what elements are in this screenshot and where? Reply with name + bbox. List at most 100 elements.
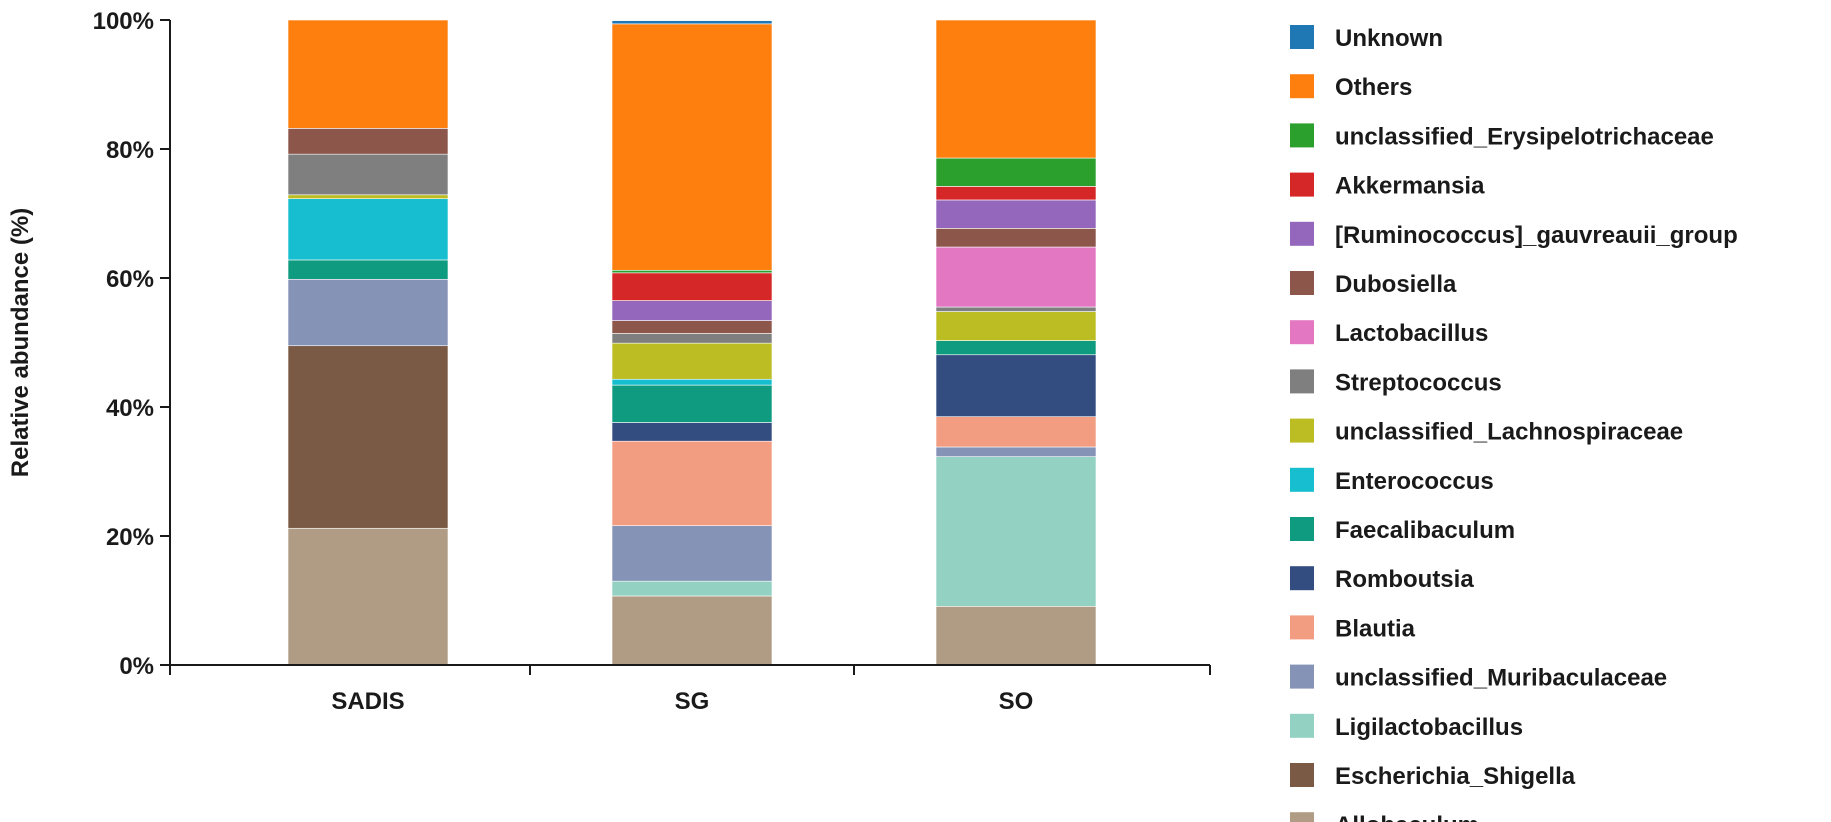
bar-segment bbox=[611, 333, 773, 344]
legend-label: Others bbox=[1335, 74, 1412, 101]
bar-segment bbox=[611, 422, 773, 442]
legend-label: Streptococcus bbox=[1335, 369, 1502, 396]
legend-label: Unknown bbox=[1335, 25, 1443, 52]
bar-segment bbox=[935, 416, 1097, 448]
bar-segment bbox=[935, 228, 1097, 248]
legend-item: unclassified_Muribaculaceae bbox=[1290, 664, 1667, 692]
legend-swatch bbox=[1290, 418, 1314, 443]
legend-item: Enterococcus bbox=[1290, 467, 1494, 495]
legend-item: Escherichia_Shigella bbox=[1290, 763, 1576, 790]
bar-segment bbox=[611, 595, 773, 666]
bar-segment bbox=[287, 19, 449, 129]
legend-label: Blautia bbox=[1335, 615, 1416, 642]
legend-swatch bbox=[1290, 467, 1314, 492]
legend-item: [Ruminococcus]_gauvreauii_group bbox=[1290, 221, 1738, 249]
bar-segment bbox=[611, 440, 773, 526]
legend-item: Others bbox=[1290, 74, 1412, 101]
y-tick-label: 20% bbox=[106, 524, 154, 551]
bar-segment bbox=[935, 199, 1097, 229]
bar-segment bbox=[935, 246, 1097, 308]
legend-swatch bbox=[1290, 25, 1314, 49]
bar-segment bbox=[935, 354, 1097, 417]
y-tick-label: 40% bbox=[106, 395, 154, 422]
legend-item: Lactobacillus bbox=[1290, 320, 1488, 347]
y-axis-title: Relative abundance (%) bbox=[7, 208, 34, 477]
x-axis-ticks: SADIS SG SO bbox=[169, 665, 1211, 715]
legend-label: unclassified_Lachnospiraceae bbox=[1335, 419, 1683, 446]
legend-swatch bbox=[1290, 221, 1314, 246]
bar-segment bbox=[287, 527, 449, 666]
bar-segment bbox=[935, 186, 1097, 201]
bar-segment bbox=[287, 194, 449, 199]
bar-segment bbox=[611, 23, 773, 271]
bar-segment bbox=[611, 269, 773, 274]
legend-item: unclassified_Erysipelotrichaceae bbox=[1290, 123, 1714, 150]
legend-label: unclassified_Erysipelotrichaceae bbox=[1335, 123, 1714, 150]
legend-swatch bbox=[1290, 123, 1314, 148]
legend-item: Unknown bbox=[1290, 25, 1443, 52]
legend-label: Ligilactobacillus bbox=[1335, 714, 1523, 741]
legend-label: Lactobacillus bbox=[1335, 320, 1488, 347]
legend-swatch bbox=[1290, 615, 1314, 640]
y-tick-label: 60% bbox=[106, 266, 154, 293]
legend-label: Romboutsia bbox=[1335, 566, 1474, 593]
legend-swatch bbox=[1290, 320, 1314, 345]
legend-swatch bbox=[1290, 172, 1314, 197]
y-axis-ticks: 0% 20% 40% 60% 80% 100% bbox=[93, 8, 170, 680]
legend-swatch bbox=[1290, 713, 1314, 738]
y-tick-label: 80% bbox=[106, 137, 154, 164]
legend-item: Akkermansia bbox=[1290, 172, 1485, 200]
legend-label: Faecalibaculum bbox=[1335, 517, 1515, 544]
legend-item: unclassified_Lachnospiraceae bbox=[1290, 418, 1683, 446]
bar-segment bbox=[935, 606, 1097, 666]
bar-segment bbox=[935, 340, 1097, 356]
y-tick-label: 100% bbox=[93, 8, 154, 35]
bar-segment bbox=[935, 456, 1097, 607]
legend-label: Akkermansia bbox=[1335, 173, 1485, 200]
bar-segment bbox=[611, 300, 773, 321]
x-tick-label: SG bbox=[675, 688, 710, 715]
x-tick-label: SADIS bbox=[331, 688, 404, 715]
bar-segment bbox=[287, 198, 449, 261]
bar-stack-so bbox=[935, 19, 1097, 666]
legend-swatch bbox=[1290, 812, 1314, 822]
legend-label: Escherichia_Shigella bbox=[1335, 763, 1576, 790]
bar-segment bbox=[611, 342, 773, 380]
bar-segment bbox=[935, 306, 1097, 312]
y-tick-label: 0% bbox=[119, 653, 154, 680]
legend-item: Faecalibaculum bbox=[1290, 517, 1515, 544]
bar-segment bbox=[287, 278, 449, 347]
legend-label: [Ruminococcus]_gauvreauii_group bbox=[1335, 222, 1738, 249]
bar-segment bbox=[611, 525, 773, 582]
bar-segment bbox=[935, 19, 1097, 159]
legend-swatch bbox=[1290, 74, 1314, 99]
legend-item: Romboutsia bbox=[1290, 566, 1474, 593]
axes bbox=[169, 20, 1210, 666]
bar-segment bbox=[935, 311, 1097, 341]
bar-segment bbox=[611, 384, 773, 423]
bar-segment bbox=[287, 128, 449, 155]
legend: Unknown Others unclassified_Erysipelotrich… bbox=[1290, 25, 1738, 822]
legend-swatch bbox=[1290, 517, 1314, 541]
bar-segment bbox=[611, 378, 773, 386]
bar-segment bbox=[611, 580, 773, 597]
bar-segment bbox=[287, 153, 449, 196]
bar-stack-sadis bbox=[287, 19, 449, 666]
legend-swatch bbox=[1290, 664, 1314, 689]
legend-swatch bbox=[1290, 566, 1314, 591]
legend-item: Dubosiella bbox=[1290, 271, 1457, 298]
bar-stack-sg bbox=[611, 20, 773, 666]
bar-segment bbox=[611, 20, 773, 25]
legend-label: unclassified_Muribaculaceae bbox=[1335, 665, 1667, 692]
legend-item: Allobaculum bbox=[1290, 812, 1479, 822]
legend-swatch bbox=[1290, 763, 1314, 787]
bar-stacks bbox=[287, 19, 1097, 666]
legend-label: Allobaculum bbox=[1335, 812, 1479, 822]
bar-segment bbox=[287, 259, 449, 280]
bar-segment bbox=[935, 446, 1097, 457]
bar-segment bbox=[935, 157, 1097, 187]
bar-segment bbox=[611, 320, 773, 334]
legend-item: Blautia bbox=[1290, 615, 1416, 642]
legend-swatch bbox=[1290, 271, 1314, 295]
